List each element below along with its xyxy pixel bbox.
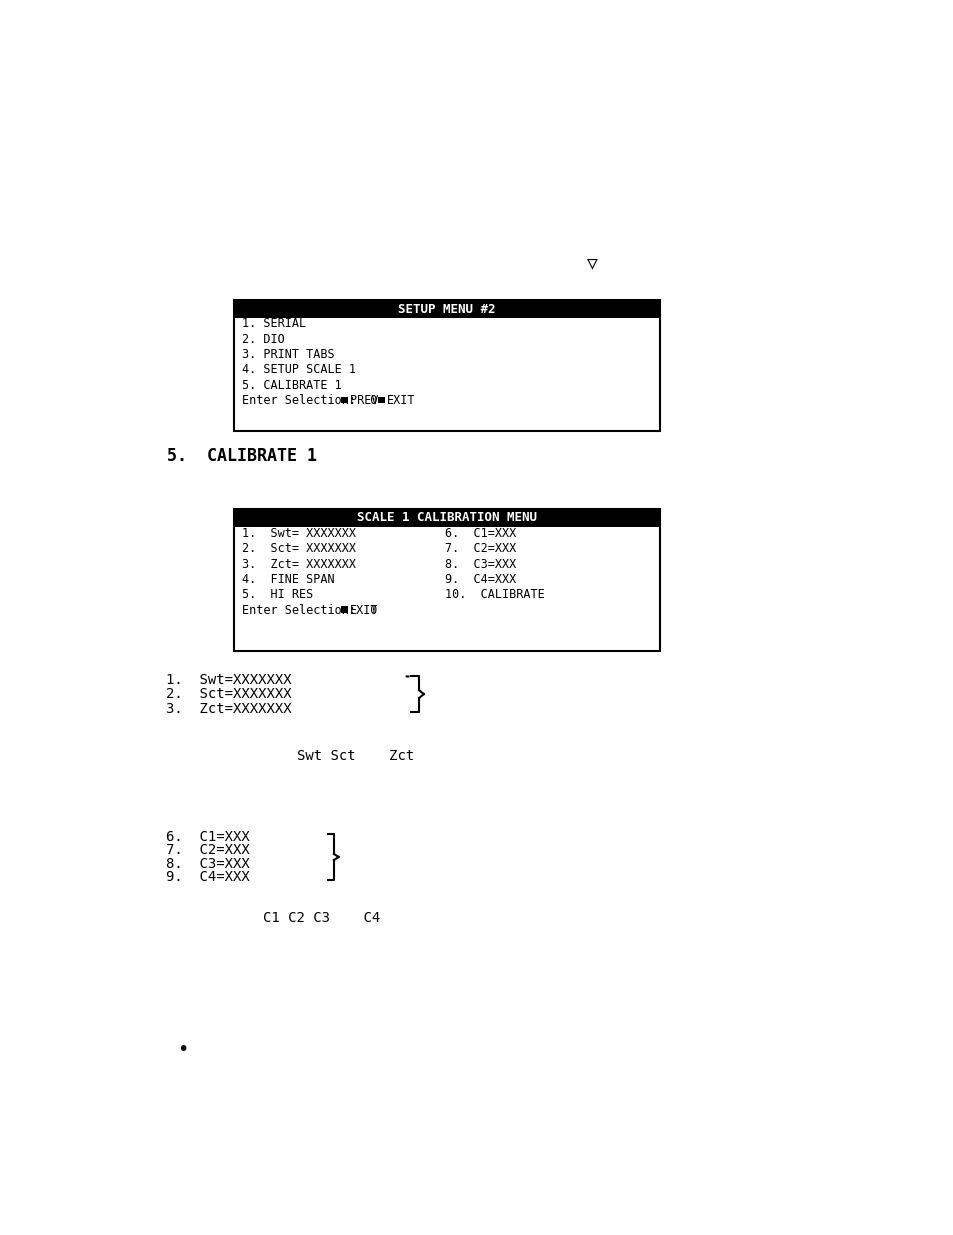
Bar	[377, 396, 384, 404]
Text: EXIT: EXIT	[386, 394, 415, 408]
Text: 3.  Zct= XXXXXXX: 3. Zct= XXXXXXX	[241, 557, 355, 571]
Bar	[233, 509, 659, 651]
Text: 8.  C3=XXX: 8. C3=XXX	[444, 557, 516, 571]
Text: 2.  Sct=XXXXXXX: 2. Sct=XXXXXXX	[166, 687, 291, 701]
Text: Enter Selection:  0: Enter Selection: 0	[241, 394, 391, 408]
Bar	[233, 300, 659, 431]
Text: 5.  CALIBRATE 1: 5. CALIBRATE 1	[167, 447, 317, 466]
Text: 6.  C1=XXX: 6. C1=XXX	[444, 526, 516, 540]
Text: 4. SETUP SCALE 1: 4. SETUP SCALE 1	[241, 363, 355, 377]
Bar	[340, 606, 348, 613]
Bar	[340, 396, 348, 404]
Text: 4.  FINE SPAN: 4. FINE SPAN	[241, 573, 334, 585]
Text: 3. PRINT TABS: 3. PRINT TABS	[241, 348, 334, 361]
Text: Swt Sct    Zct: Swt Sct Zct	[297, 750, 415, 763]
Text: 9.  C4=XXX: 9. C4=XXX	[444, 573, 516, 585]
Text: EXIT: EXIT	[349, 604, 377, 616]
Text: C1 C2 C3    C4: C1 C2 C3 C4	[262, 911, 379, 925]
Text: SETUP MENU #2: SETUP MENU #2	[398, 303, 496, 316]
Text: 7.  C2=XXX: 7. C2=XXX	[166, 844, 250, 857]
Text: 3.  Zct=XXXXXXX: 3. Zct=XXXXXXX	[166, 701, 291, 716]
Text: 1.  Swt= XXXXXXX: 1. Swt= XXXXXXX	[241, 526, 355, 540]
Text: 10.  CALIBRATE: 10. CALIBRATE	[444, 588, 544, 601]
Text: 7.  C2=XXX: 7. C2=XXX	[444, 542, 516, 555]
Bar	[233, 300, 659, 319]
Bar	[233, 509, 659, 527]
Text: •: •	[177, 1040, 189, 1058]
Text: 6.  C1=XXX: 6. C1=XXX	[166, 830, 250, 845]
Text: 2. DIO: 2. DIO	[241, 332, 284, 346]
Text: ▽: ▽	[587, 254, 598, 273]
Text: 9.  C4=XXX: 9. C4=XXX	[166, 869, 250, 883]
Text: 5. CALIBRATE 1: 5. CALIBRATE 1	[241, 379, 341, 391]
Text: 8.  C3=XXX: 8. C3=XXX	[166, 857, 250, 871]
Text: Enter Selection:  0: Enter Selection: 0	[241, 604, 391, 616]
Text: SCALE 1 CALIBRATION MENU: SCALE 1 CALIBRATION MENU	[356, 511, 537, 525]
Text: 1. SERIAL: 1. SERIAL	[241, 317, 306, 330]
Text: PREV: PREV	[349, 394, 392, 408]
Text: 2.  Sct= XXXXXXX: 2. Sct= XXXXXXX	[241, 542, 355, 555]
Text: 5.  HI RES: 5. HI RES	[241, 588, 313, 601]
Text: 1.  Swt=XXXXXXX: 1. Swt=XXXXXXX	[166, 673, 291, 687]
